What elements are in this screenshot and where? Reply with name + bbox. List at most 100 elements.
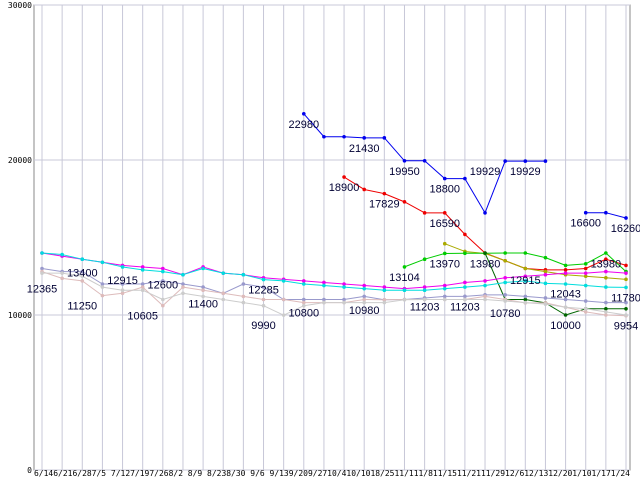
data-label: 10800 (288, 308, 319, 320)
series-segment (62, 272, 83, 277)
data-point (100, 285, 105, 289)
data-label: 12285 (248, 285, 279, 297)
data-labels: 22980 21430 19950 18900 17829 18800 19929 19929… (27, 119, 640, 333)
series-segment (344, 283, 365, 287)
series-segment (102, 261, 123, 268)
data-point (624, 300, 628, 305)
data-point (463, 285, 467, 289)
series-segment (585, 311, 606, 316)
series-segment (243, 295, 264, 300)
data-label: 12915 (510, 275, 541, 287)
data-point (442, 286, 447, 291)
data-label: 17829 (369, 199, 400, 211)
series-segment (444, 286, 465, 290)
series-segment (605, 252, 627, 272)
series-segment (424, 252, 445, 260)
data-label: 13980 (591, 258, 622, 270)
series-segment (41, 252, 63, 256)
series-segment (323, 281, 345, 285)
data-label: 16600 (570, 218, 601, 230)
series-segment (182, 286, 204, 291)
series-segment (364, 188, 385, 195)
data-point (442, 294, 447, 299)
plot-frame (33, 4, 631, 471)
series-segment (182, 292, 204, 297)
series-segment (223, 292, 244, 297)
series-6 (40, 251, 628, 293)
series-segment (605, 212, 627, 219)
data-point (583, 262, 588, 266)
series-segment (142, 269, 163, 273)
series-segment (585, 300, 606, 304)
data-label: 9990 (251, 320, 275, 332)
series-segment (605, 314, 627, 317)
series-segment (243, 302, 264, 307)
series-segment (283, 280, 304, 285)
series-segment (565, 306, 586, 310)
series-segment (142, 266, 163, 269)
data-label: 10780 (490, 308, 521, 320)
series-segment (102, 292, 123, 297)
series-segment (203, 295, 224, 300)
data-label: 18900 (329, 182, 360, 194)
series-segment (384, 193, 405, 203)
series-segment (565, 268, 586, 271)
series-segment (444, 243, 466, 252)
series-segment (464, 178, 486, 214)
series-segment (545, 282, 566, 285)
data-label: 11250 (67, 301, 97, 313)
series-segment (545, 272, 566, 276)
series-segment (605, 271, 627, 274)
series-segment (545, 297, 566, 300)
data-label: 13980 (470, 258, 501, 270)
series-segment (484, 252, 506, 262)
data-label: 16590 (429, 218, 460, 230)
series-segment (283, 278, 304, 282)
data-label: 9954 (614, 321, 638, 333)
series-segment (182, 283, 204, 288)
series-segment (182, 268, 204, 276)
series-segment (41, 268, 63, 273)
chart-grid (33, 4, 631, 471)
series-segment (404, 258, 425, 268)
series-segment (162, 271, 184, 276)
y-tick-label: 10000 (8, 311, 32, 320)
data-point (463, 294, 467, 299)
series-segment (525, 252, 546, 259)
series-segment (464, 294, 486, 297)
series-segment (162, 292, 184, 300)
series-segment (585, 308, 606, 313)
series-segment (223, 272, 244, 276)
series-segment (565, 263, 586, 266)
data-label: 11400 (188, 298, 218, 310)
series-segment (162, 280, 184, 285)
series-segment (82, 258, 103, 263)
data-label: 19950 (389, 166, 420, 178)
data-point (624, 307, 628, 311)
series-0 (301, 112, 628, 220)
series-segment (82, 271, 103, 285)
series-segment (364, 285, 385, 288)
series-segment (263, 277, 284, 280)
series-9 (40, 271, 628, 317)
series-segment (525, 302, 546, 305)
data-label: 10000 (550, 320, 581, 332)
series-segment (484, 160, 506, 214)
series-segment (102, 286, 123, 291)
series-segment (464, 285, 486, 288)
series-segment (605, 311, 627, 316)
y-axis-ticks: 0 10000 20000 30000 (8, 1, 32, 475)
series-segment (464, 280, 486, 283)
data-label: 10980 (349, 305, 380, 317)
data-point (624, 277, 628, 282)
series-segment (585, 271, 606, 274)
series-segment (585, 252, 607, 265)
data-point (624, 313, 628, 317)
series-segment (303, 302, 325, 307)
series-segment (142, 286, 164, 306)
series-segment (81, 280, 103, 297)
series-segment (243, 274, 264, 281)
data-point (483, 279, 487, 283)
data-label: 16260 (611, 223, 640, 235)
data-label: 22980 (288, 119, 319, 131)
